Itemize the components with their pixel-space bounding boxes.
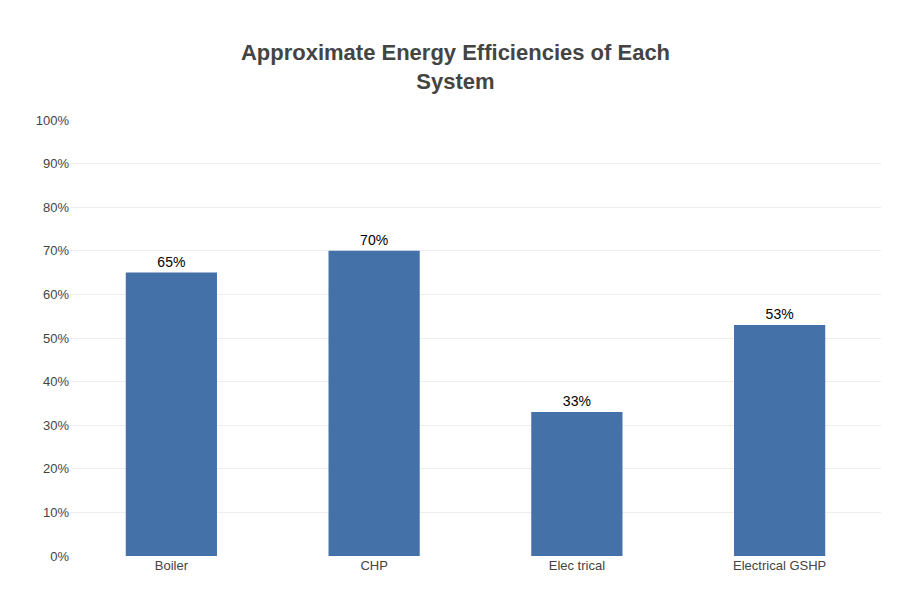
svg-text:Elec trical: Elec trical [549, 558, 605, 573]
svg-text:70%: 70% [360, 232, 388, 248]
svg-text:90%: 90% [43, 156, 69, 171]
svg-text:50%: 50% [43, 331, 69, 346]
svg-text:65%: 65% [157, 254, 185, 270]
svg-text:40%: 40% [43, 374, 69, 389]
svg-text:Approximate Energy Efficiencie: Approximate Energy Efficiencies of EachS… [241, 40, 670, 94]
svg-text:53%: 53% [766, 306, 794, 322]
svg-text:CHP: CHP [360, 558, 387, 573]
svg-text:10%: 10% [43, 505, 69, 520]
svg-text:33%: 33% [563, 393, 591, 409]
svg-text:Electrical GSHP: Electrical GSHP [733, 558, 826, 573]
svg-text:70%: 70% [43, 243, 69, 258]
svg-text:Boiler: Boiler [155, 558, 189, 573]
svg-text:80%: 80% [43, 200, 69, 215]
svg-text:20%: 20% [43, 461, 69, 476]
svg-text:0%: 0% [50, 549, 69, 564]
svg-text:100%: 100% [36, 113, 70, 128]
svg-text:30%: 30% [43, 418, 69, 433]
svg-text:60%: 60% [43, 287, 69, 302]
